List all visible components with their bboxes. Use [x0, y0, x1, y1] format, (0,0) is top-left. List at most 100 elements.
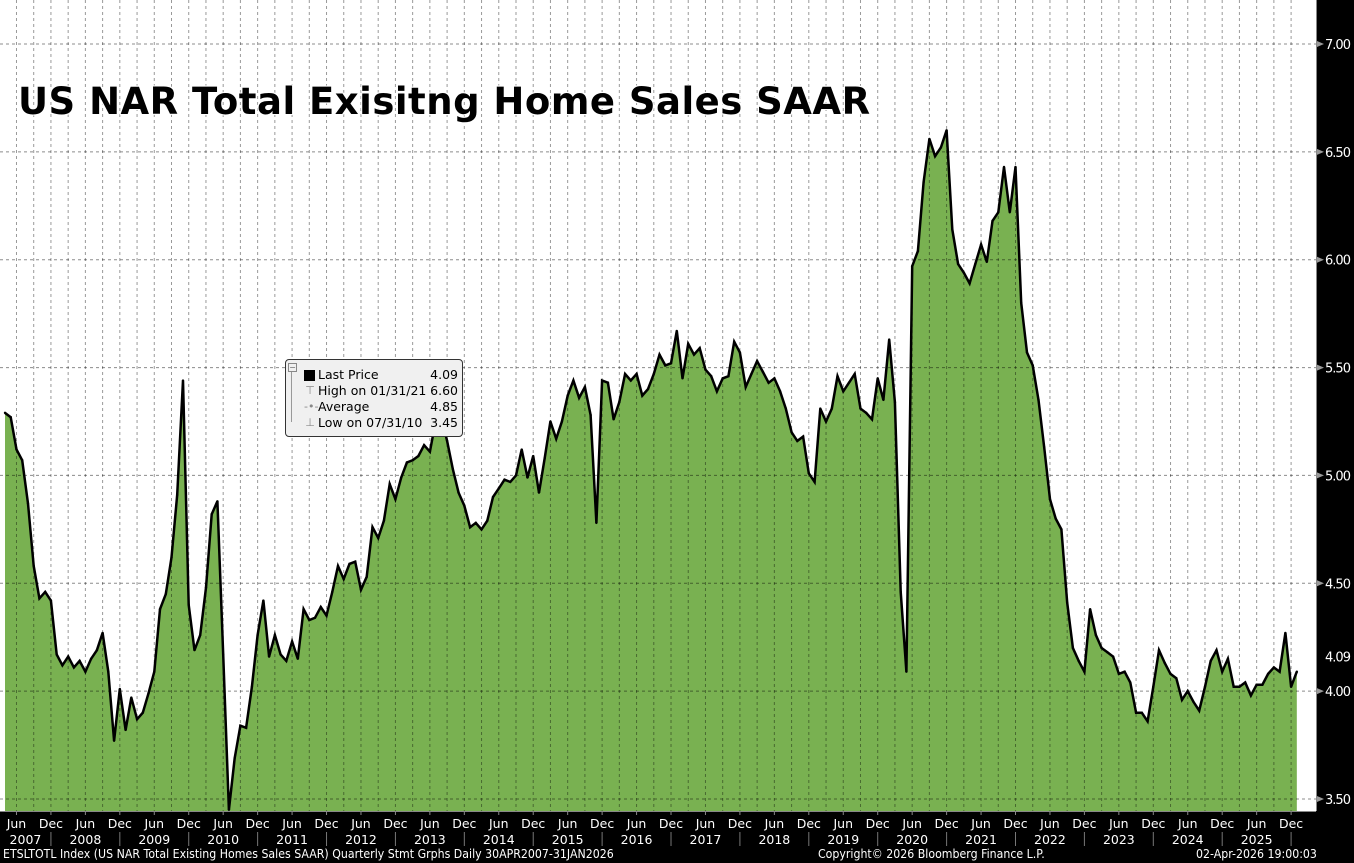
data-point: [956, 262, 960, 266]
y-tick-arrow: [1317, 472, 1324, 479]
data-point: [819, 407, 822, 410]
data-point: [1088, 607, 1092, 611]
y-tick-arrow: [1317, 580, 1324, 587]
data-point: [979, 243, 983, 246]
data-point: [267, 655, 271, 658]
data-point: [411, 459, 414, 462]
data-point: [526, 476, 529, 479]
data-point: [698, 346, 701, 350]
legend-tree-line: [291, 366, 300, 422]
data-point: [577, 396, 581, 399]
data-point: [1180, 698, 1184, 701]
y-tick-label: 5.50: [1325, 362, 1351, 377]
y-tick-label: 6.00: [1325, 254, 1351, 269]
data-point: [905, 670, 908, 673]
x-month-label: Jun: [626, 816, 647, 831]
data-point: [1157, 648, 1161, 652]
data-point: [985, 260, 988, 264]
data-point: [388, 482, 391, 486]
data-point: [313, 616, 317, 619]
x-month-label: Dec: [246, 816, 270, 831]
data-point: [681, 377, 684, 380]
data-point: [1175, 677, 1178, 680]
x-month-label: Dec: [1141, 816, 1165, 831]
x-month-label: Jun: [75, 816, 96, 831]
data-point: [962, 271, 966, 274]
data-point: [193, 648, 196, 652]
data-point: [1255, 683, 1258, 686]
data-point: [376, 536, 380, 540]
collapse-icon[interactable]: −: [288, 363, 297, 372]
x-month-label: Dec: [797, 816, 821, 831]
data-point: [55, 653, 58, 656]
data-point: [250, 685, 254, 689]
data-point: [767, 381, 770, 384]
data-point: [1295, 670, 1299, 673]
legend[interactable]: − Last Price 4.09 ⊤ High on 01/31/21 6.6…: [285, 359, 463, 437]
high-marker-icon: ⊤: [305, 384, 315, 397]
data-point: [870, 418, 874, 421]
data-point: [910, 264, 914, 268]
data-point: [658, 353, 661, 356]
x-month-label: Jun: [281, 816, 302, 831]
data-point: [951, 228, 954, 231]
data-point: [153, 670, 156, 673]
y-tick-arrow: [1317, 41, 1324, 47]
data-point: [727, 375, 730, 378]
x-month-label: Dec: [177, 816, 201, 831]
data-point: [1134, 711, 1138, 714]
x-year-label: 2009: [138, 832, 170, 847]
data-point: [503, 478, 506, 481]
footer-timestamp: 02-Apr-2026 19:00:03: [1196, 846, 1317, 861]
data-point: [755, 359, 759, 363]
data-point: [273, 633, 277, 637]
data-point: [1060, 528, 1063, 531]
x-month-label: Dec: [1210, 816, 1234, 831]
x-month-label: Dec: [866, 816, 890, 831]
data-point: [118, 687, 122, 691]
data-point: [290, 640, 294, 643]
data-point: [497, 487, 500, 490]
data-point: [824, 420, 828, 423]
data-point: [761, 370, 765, 374]
legend-row-last-price: Last Price 4.09: [286, 367, 462, 383]
data-point: [405, 461, 409, 464]
data-point: [244, 726, 248, 730]
y-tick-arrow: [1317, 364, 1324, 371]
data-point: [738, 351, 742, 354]
data-point: [847, 381, 851, 384]
x-month-label: Dec: [452, 816, 476, 831]
data-point: [279, 653, 282, 656]
data-point: [480, 528, 483, 531]
data-point: [26, 502, 30, 505]
data-point: [704, 368, 707, 371]
y-tick-label: 3.50: [1325, 793, 1351, 808]
x-month-label: Jun: [764, 816, 785, 831]
data-point: [1123, 670, 1126, 673]
data-point: [1025, 351, 1029, 354]
data-point: [876, 377, 879, 380]
low-marker-icon: ⊥: [305, 416, 315, 429]
data-point: [1077, 659, 1080, 663]
data-point: [1106, 651, 1109, 654]
data-point: [710, 375, 713, 378]
x-year-label: 2022: [1034, 832, 1066, 847]
data-point: [1186, 689, 1189, 693]
data-point: [612, 418, 615, 421]
x-month-label: Dec: [521, 816, 545, 831]
data-point: [1220, 670, 1224, 673]
data-point: [1249, 694, 1253, 697]
data-point: [595, 521, 598, 525]
data-point: [21, 459, 24, 462]
legend-value: 3.45: [430, 415, 458, 430]
data-point: [1266, 672, 1270, 676]
data-point: [514, 474, 518, 477]
data-point: [618, 400, 621, 404]
data-point: [532, 454, 535, 458]
data-point: [468, 526, 472, 529]
x-month-label: Dec: [590, 816, 614, 831]
data-point: [641, 394, 644, 397]
data-point: [336, 564, 340, 568]
data-point: [1163, 661, 1166, 665]
